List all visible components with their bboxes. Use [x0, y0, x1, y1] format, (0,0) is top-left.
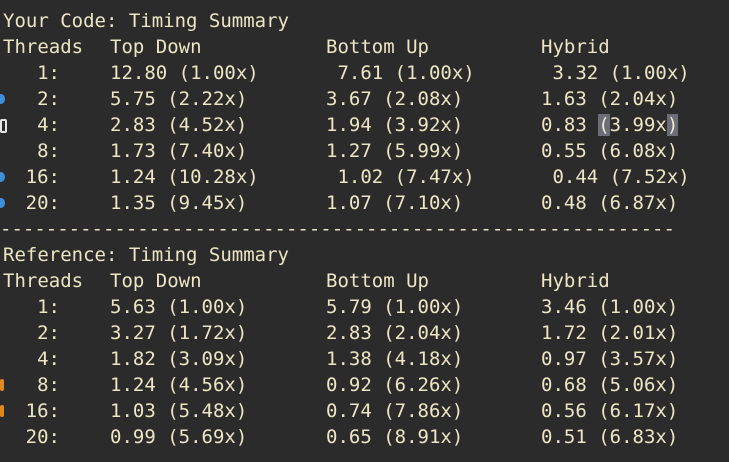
thread-count: 20: [25, 426, 60, 448]
gutter-marker-icon [0, 172, 5, 182]
gutter-marker-icon [0, 198, 5, 208]
table-row: 2: 3.27 (1.72x) 2.83 (2.04x) 1.72 (2.01x… [0, 320, 729, 346]
header-hybrid: Hybrid [541, 36, 610, 58]
bottom-up-time: 7.61 (1.00x) [326, 62, 475, 84]
top-down-time: 1.24 (10.28x) [110, 166, 259, 188]
top-down-time: 1.35 (9.45x) [110, 192, 248, 214]
hybrid-time: 0.44 (7.52x) [541, 166, 690, 188]
thread-count: 16: [25, 400, 60, 422]
table-row: 8: 1.73 (7.40x) 1.27 (5.99x) 0.55 (6.08x… [0, 138, 729, 164]
hybrid-time: 0.51 (6.83x) [541, 426, 679, 448]
selection-open-paren: ( [598, 114, 610, 136]
top-down-time: 1.03 (5.48x) [110, 400, 248, 422]
your-code-title: Your Code: Timing Summary [3, 10, 289, 32]
thread-count: 4: [37, 348, 60, 370]
bottom-up-time: 1.38 (4.18x) [326, 348, 464, 370]
thread-count: 16: [25, 166, 60, 188]
gutter-marker-icon [0, 94, 5, 104]
bottom-up-time: 0.65 (8.91x) [326, 426, 464, 448]
top-down-time: 12.80 (1.00x) [110, 62, 259, 84]
your-code-title-line: Your Code: Timing Summary [0, 8, 729, 34]
hybrid-speedup: 3.99x [609, 114, 667, 136]
hybrid-time: 1.72 (2.01x) [541, 322, 679, 344]
table-row: 16: 1.03 (5.48x) 0.74 (7.86x) 0.56 (6.17… [0, 398, 729, 424]
gutter-marker-icon [0, 405, 4, 417]
thread-count: 1: [37, 62, 60, 84]
bottom-up-time: 2.83 (2.04x) [326, 322, 464, 344]
hybrid-time: 3.46 (1.00x) [541, 296, 679, 318]
table-row: 20: 1.35 (9.45x) 1.07 (7.10x) 0.48 (6.87… [0, 190, 729, 216]
table-row: 8: 1.24 (4.56x) 0.92 (6.26x) 0.68 (5.06x… [0, 372, 729, 398]
hybrid-time: 0.56 (6.17x) [541, 400, 679, 422]
table-row: 2: 5.75 (2.22x) 3.67 (2.08x) 1.63 (2.04x… [0, 86, 729, 112]
table-row: 16: 1.24 (10.28x) 1.02 (7.47x) 0.44 (7.5… [0, 164, 729, 190]
thread-count: 4: [37, 114, 60, 136]
separator: ----------------------------------------… [0, 218, 675, 240]
hybrid-time: 3.32 (1.00x) [541, 62, 690, 84]
hybrid-time-selected[interactable]: 0.83 (3.99x) [541, 112, 679, 138]
hybrid-value: 0.83 [541, 114, 599, 136]
bottom-up-time: 0.74 (7.86x) [326, 400, 464, 422]
top-down-time: 5.75 (2.22x) [110, 88, 248, 110]
hybrid-time: 1.63 (2.04x) [541, 88, 679, 110]
top-down-time: 3.27 (1.72x) [110, 322, 248, 344]
top-down-time: 1.24 (4.56x) [110, 374, 248, 396]
thread-count: 8: [37, 140, 60, 162]
hybrid-time: 0.55 (6.08x) [541, 140, 679, 162]
table-row: 20: 0.99 (5.69x) 0.65 (8.91x) 0.51 (6.83… [0, 424, 729, 450]
gutter-marker-icon [0, 379, 4, 391]
bottom-up-time: 1.94 (3.92x) [326, 114, 464, 136]
header-top-down: Top Down [110, 270, 202, 292]
hybrid-time: 0.68 (5.06x) [541, 374, 679, 396]
your-code-header-row: Threads Top Down Bottom Up Hybrid [0, 34, 729, 60]
thread-count: 1: [37, 296, 60, 318]
separator-line: ----------------------------------------… [0, 216, 729, 242]
selection-close-paren: ) [666, 114, 679, 136]
top-down-time: 2.83 (4.52x) [110, 114, 248, 136]
bottom-up-time: 0.92 (6.26x) [326, 374, 464, 396]
gutter-marker-icon [0, 119, 7, 133]
thread-count: 2: [37, 322, 60, 344]
header-threads: Threads [3, 270, 84, 292]
thread-count: 8: [37, 374, 60, 396]
table-row: 1: 12.80 (1.00x) 7.61 (1.00x) 3.32 (1.00… [0, 60, 729, 86]
top-down-time: 0.99 (5.69x) [110, 426, 248, 448]
header-top-down: Top Down [110, 36, 202, 58]
top-down-time: 5.63 (1.00x) [110, 296, 248, 318]
reference-title: Reference: Timing Summary [3, 244, 289, 266]
bottom-up-time: 1.07 (7.10x) [326, 192, 464, 214]
table-row: 1: 5.63 (1.00x) 5.79 (1.00x) 3.46 (1.00x… [0, 294, 729, 320]
reference-header-row: Threads Top Down Bottom Up Hybrid [0, 268, 729, 294]
hybrid-time: 0.48 (6.87x) [541, 192, 679, 214]
thread-count: 2: [37, 88, 60, 110]
header-threads: Threads [3, 36, 84, 58]
hybrid-time: 0.97 (3.57x) [541, 348, 679, 370]
bottom-up-time: 1.27 (5.99x) [326, 140, 464, 162]
bottom-up-time: 1.02 (7.47x) [326, 166, 475, 188]
table-row: 4: 2.83 (4.52x) 1.94 (3.92x) 0.83 (3.99x… [0, 112, 729, 138]
bottom-up-time: 3.67 (2.08x) [326, 88, 464, 110]
thread-count: 20: [25, 192, 60, 214]
bottom-up-time: 5.79 (1.00x) [326, 296, 464, 318]
table-row: 4: 1.82 (3.09x) 1.38 (4.18x) 0.97 (3.57x… [0, 346, 729, 372]
header-bottom-up: Bottom Up [326, 36, 429, 58]
header-hybrid: Hybrid [541, 270, 610, 292]
top-down-time: 1.82 (3.09x) [110, 348, 248, 370]
reference-title-line: Reference: Timing Summary [0, 242, 729, 268]
header-bottom-up: Bottom Up [326, 270, 429, 292]
top-down-time: 1.73 (7.40x) [110, 140, 248, 162]
